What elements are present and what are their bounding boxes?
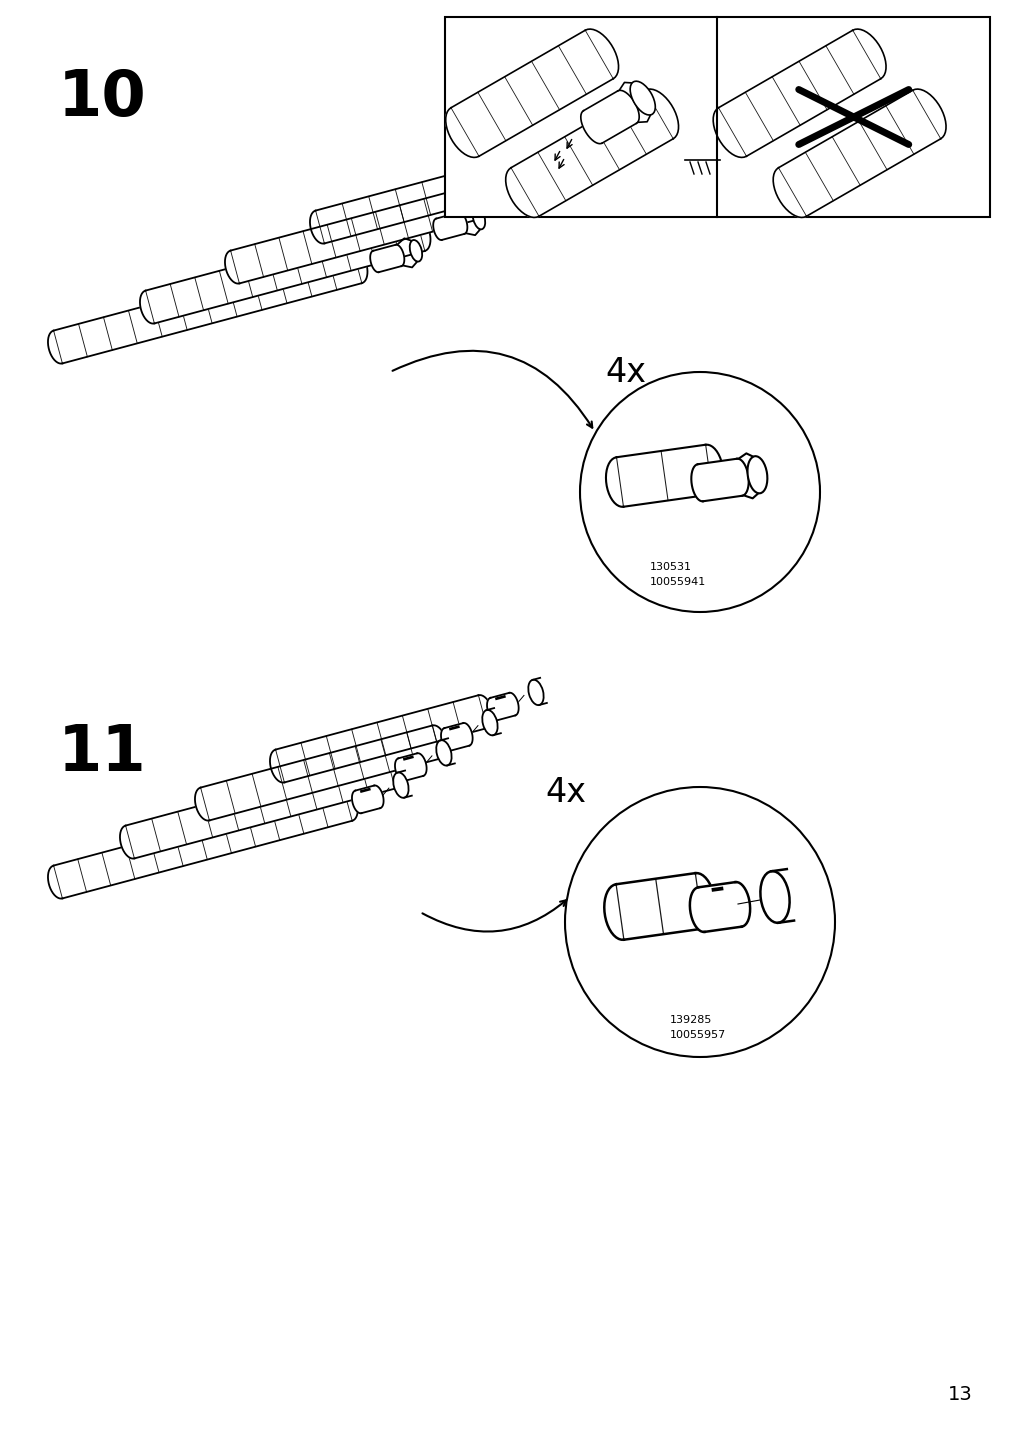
Polygon shape: [370, 245, 404, 272]
Ellipse shape: [528, 680, 543, 705]
Polygon shape: [270, 695, 492, 783]
Ellipse shape: [584, 143, 596, 165]
Polygon shape: [445, 29, 618, 158]
Polygon shape: [394, 753, 427, 780]
Polygon shape: [580, 90, 639, 143]
Polygon shape: [48, 788, 358, 899]
Polygon shape: [120, 756, 400, 859]
Polygon shape: [506, 89, 677, 218]
Polygon shape: [486, 693, 519, 720]
Ellipse shape: [393, 772, 408, 798]
Text: 13: 13: [946, 1385, 972, 1403]
Polygon shape: [690, 882, 749, 932]
Text: 139285: 139285: [669, 1015, 712, 1025]
Text: 10: 10: [58, 67, 147, 129]
Circle shape: [579, 372, 819, 611]
Ellipse shape: [747, 457, 766, 493]
Text: 4x: 4x: [605, 355, 645, 388]
Polygon shape: [488, 180, 523, 208]
Text: 10055957: 10055957: [669, 1030, 726, 1040]
Ellipse shape: [436, 740, 451, 766]
Ellipse shape: [409, 241, 422, 262]
Polygon shape: [309, 153, 542, 243]
Polygon shape: [441, 723, 472, 750]
Polygon shape: [195, 725, 447, 821]
Circle shape: [564, 788, 834, 1057]
Polygon shape: [606, 445, 723, 507]
Ellipse shape: [529, 176, 541, 198]
Polygon shape: [48, 251, 367, 364]
Bar: [445, 17, 989, 218]
Polygon shape: [224, 186, 486, 284]
Ellipse shape: [759, 871, 789, 922]
Ellipse shape: [482, 710, 497, 736]
Polygon shape: [433, 212, 467, 241]
Ellipse shape: [630, 82, 655, 115]
Polygon shape: [352, 785, 383, 813]
Text: 4x: 4x: [545, 776, 585, 809]
Polygon shape: [713, 29, 886, 158]
Text: 130531: 130531: [649, 561, 692, 571]
Text: 10055941: 10055941: [649, 577, 706, 587]
Polygon shape: [772, 89, 945, 218]
Polygon shape: [604, 874, 714, 939]
Polygon shape: [140, 218, 430, 324]
Ellipse shape: [472, 208, 484, 229]
Polygon shape: [691, 458, 748, 501]
Text: 11: 11: [58, 722, 147, 783]
Polygon shape: [545, 147, 579, 176]
